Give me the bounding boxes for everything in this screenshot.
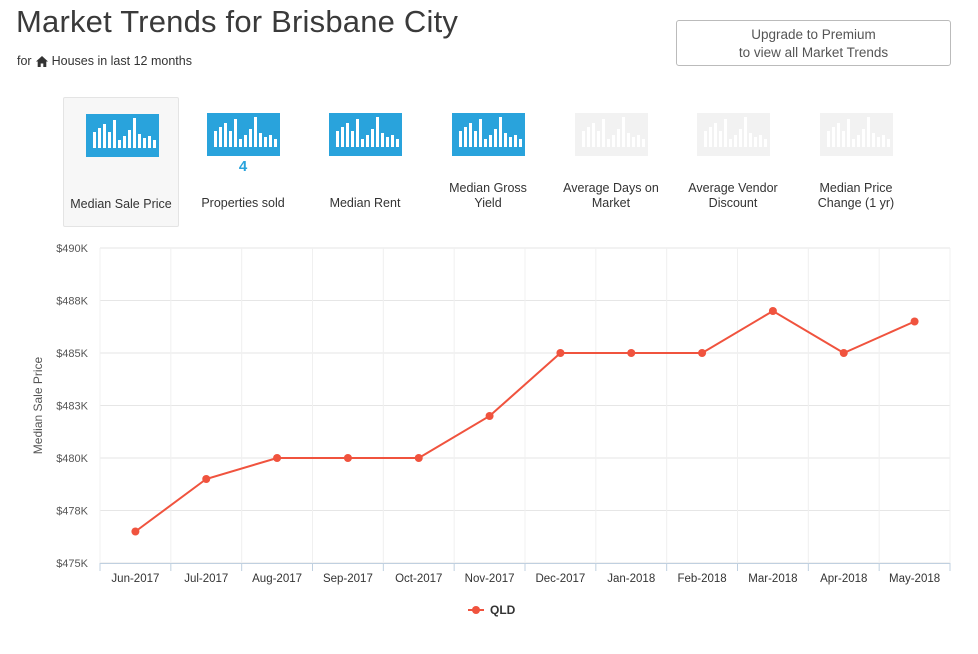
metric-label: Median Price Change (1 yr) <box>817 181 895 210</box>
data-point[interactable] <box>485 412 494 420</box>
legend-item-qld[interactable]: QLD <box>490 603 516 617</box>
x-tick-label: Jan-2018 <box>607 573 655 585</box>
subtitle-prefix: for <box>17 54 32 68</box>
metric-median-price-change-1-yr: Median Price Change (1 yr) <box>798 97 914 227</box>
data-point[interactable] <box>131 527 140 536</box>
data-point[interactable] <box>768 307 777 315</box>
series-line-qld <box>134 309 915 533</box>
y-tick-label: $488K <box>56 296 88 308</box>
data-point[interactable] <box>556 349 565 357</box>
x-tick-label: Feb-2018 <box>677 573 726 585</box>
page-title: Market Trends for Brisbane City <box>16 4 459 39</box>
y-tick-label: $480K <box>56 453 88 465</box>
bar-chart-icon <box>575 113 648 156</box>
bar-chart-icon <box>207 113 280 156</box>
metric-label: Properties sold <box>201 196 285 210</box>
upgrade-line-2: to view all Market Trends <box>738 45 889 60</box>
x-tick-label: Oct-2017 <box>395 573 442 585</box>
data-point[interactable] <box>414 454 423 462</box>
metric-median-sale-price[interactable]: Median Sale Price <box>63 97 179 227</box>
x-tick-label: Jul-2017 <box>184 573 228 585</box>
data-point[interactable] <box>910 317 919 326</box>
upgrade-line-1: Upgrade to Premium <box>751 27 876 42</box>
data-point[interactable] <box>202 475 211 483</box>
legend-marker <box>472 606 480 614</box>
x-tick-label: Nov-2017 <box>465 573 515 585</box>
metric-label: Median Sale Price <box>70 197 172 211</box>
metric-median-rent[interactable]: Median Rent <box>307 97 423 227</box>
bar-chart-icon <box>329 113 402 156</box>
x-tick-label: May-2018 <box>889 573 940 585</box>
x-tick-label: Apr-2018 <box>820 573 867 585</box>
metric-properties-sold[interactable]: 4 Properties sold <box>185 97 301 227</box>
upgrade-premium-button[interactable]: Upgrade to Premium to view all Market Tr… <box>676 20 951 66</box>
metric-count: 4 <box>238 158 248 175</box>
bar-chart-icon <box>697 113 770 156</box>
metric-label: Average Days on Market <box>563 181 659 210</box>
data-point[interactable] <box>273 454 282 462</box>
data-point[interactable] <box>839 349 848 357</box>
metric-label: Median Gross Yield <box>449 181 527 210</box>
bar-chart-icon <box>452 113 525 156</box>
chart-container: $475K $478K $480K $483K $485K $488K $490K Jun-2… <box>0 230 978 650</box>
line-chart: $475K $478K $480K $483K $485K $488K $490K Jun-2… <box>31 243 951 617</box>
metric-median-gross-yield[interactable]: Median Gross Yield <box>430 97 546 227</box>
x-tick-label: Jun-2017 <box>111 573 159 585</box>
y-axis-title: Median Sale Price <box>31 356 45 454</box>
metric-average-days-on-market: Average Days on Market <box>553 97 669 227</box>
y-tick-label: $490K <box>56 243 88 255</box>
x-tick-label: Sep-2017 <box>323 573 373 585</box>
y-tick-label: $475K <box>56 558 88 570</box>
bar-chart-icon <box>86 114 159 157</box>
home-icon <box>35 55 48 67</box>
x-tick-label: Mar-2018 <box>748 573 797 585</box>
bar-chart-icon <box>820 113 893 156</box>
subtitle-property-type: Houses in last 12 months <box>51 54 192 68</box>
x-tick-label: Dec-2017 <box>535 573 585 585</box>
page-subtitle: for Houses in last 12 months <box>17 54 192 68</box>
data-point[interactable] <box>698 349 707 357</box>
y-tick-label: $478K <box>56 506 88 518</box>
y-tick-label: $483K <box>56 401 88 413</box>
metric-average-vendor-discount: Average Vendor Discount <box>675 97 791 227</box>
metric-label: Average Vendor Discount <box>688 181 778 210</box>
data-point[interactable] <box>627 349 636 357</box>
metric-label: Median Rent <box>329 196 401 210</box>
data-point[interactable] <box>343 454 352 462</box>
x-tick-label: Aug-2017 <box>252 573 302 585</box>
y-tick-label: $485K <box>56 348 88 360</box>
